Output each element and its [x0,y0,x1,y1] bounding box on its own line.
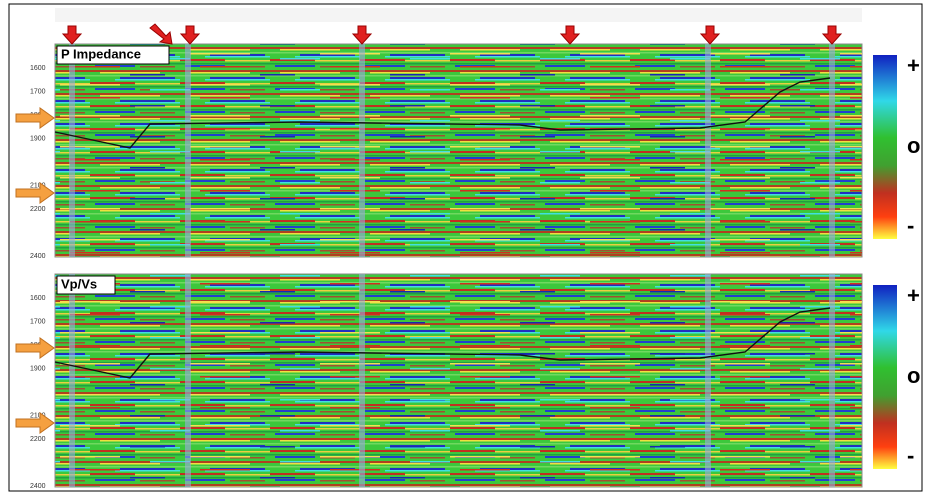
y-tick-label: 2400 [30,483,46,490]
well-trace [185,274,191,487]
well-trace [359,274,365,487]
y-tick-label: 1900 [30,365,46,372]
panels: P Impedance1600170018001900210022002400+… [16,8,920,490]
well-trace [829,44,835,257]
well-trace [705,44,711,257]
colorbar [873,285,897,469]
y-tick-label: 1900 [30,135,46,142]
y-tick-label: 2200 [30,436,46,443]
figure: P Impedance1600170018001900210022002400+… [0,0,927,497]
colorbar [873,55,897,239]
seismic-overlay [55,274,862,487]
y-tick-label: 1700 [30,318,46,325]
y-tick-label: 1600 [30,295,46,302]
trace-header [55,8,862,22]
well-trace [705,274,711,487]
y-tick-label: 2200 [30,206,46,213]
colorbar-label: + [907,53,920,78]
well-trace [829,274,835,487]
y-tick-label: 1600 [30,65,46,72]
colorbar-label: - [907,213,914,238]
panel-label: Vp/Vs [61,276,97,291]
y-tick-label: 2400 [30,253,46,260]
seismic-overlay [55,44,862,257]
well-trace [359,44,365,257]
colorbar-label: o [907,133,920,158]
y-tick-label: 1700 [30,88,46,95]
colorbar-label: - [907,443,914,468]
well-trace [69,274,75,487]
well-trace [69,44,75,257]
panel-label: P Impedance [61,46,141,61]
colorbar-label: + [907,283,920,308]
well-trace [185,44,191,257]
colorbar-label: o [907,363,920,388]
